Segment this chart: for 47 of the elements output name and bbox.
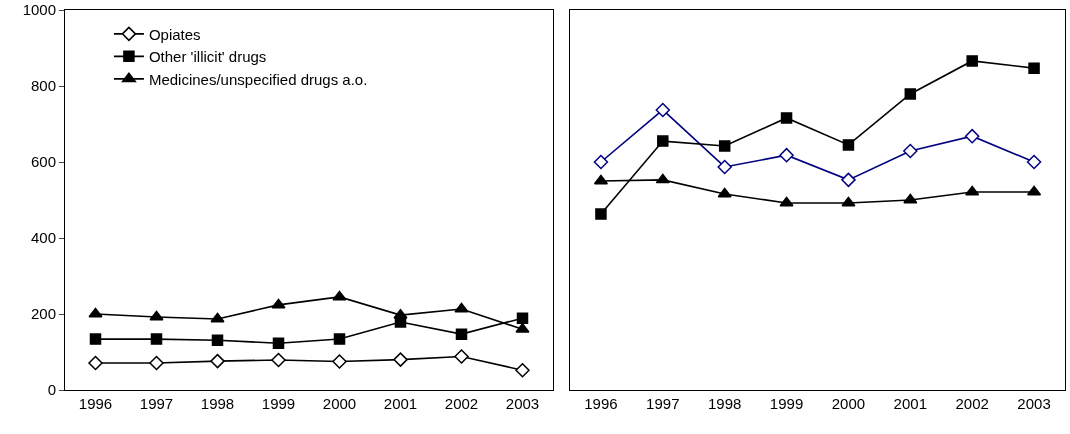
point bbox=[717, 187, 732, 198]
point bbox=[655, 102, 671, 118]
x-tick-label: 1999 bbox=[261, 395, 296, 412]
y-tick-label: 600 bbox=[30, 153, 56, 171]
legend-label: Opiates bbox=[148, 25, 201, 43]
x-tick-label: 2003 bbox=[505, 395, 540, 412]
x-tick-label: 1997 bbox=[139, 395, 174, 412]
y-tick-label: 1000 bbox=[22, 1, 56, 19]
x-tick-label: 2000 bbox=[831, 395, 866, 412]
point bbox=[779, 147, 794, 163]
point bbox=[966, 55, 978, 67]
x-tick-label: 2001 bbox=[383, 395, 418, 412]
point bbox=[780, 112, 793, 124]
x-tick-label: 2002 bbox=[955, 395, 989, 412]
y-tick-label: 800 bbox=[30, 77, 56, 95]
x-tick-label: 2003 bbox=[1017, 395, 1051, 412]
point bbox=[593, 154, 609, 170]
x-tick-label: 1996 bbox=[78, 395, 113, 412]
legend-label: Other 'illicit' drugs bbox=[148, 48, 267, 66]
point bbox=[779, 196, 794, 207]
point bbox=[903, 193, 918, 204]
point bbox=[841, 172, 856, 188]
point bbox=[841, 196, 856, 207]
x-tick-label: 2002 bbox=[444, 395, 479, 412]
legend-label: Medicines/unspecified drugs a.o. bbox=[148, 70, 368, 88]
x-tick-label: 1997 bbox=[646, 395, 680, 412]
x-tick-label: 1996 bbox=[584, 395, 618, 412]
x-tick-label: 1999 bbox=[769, 395, 804, 412]
point bbox=[717, 159, 732, 175]
x-tick-label: 2001 bbox=[893, 395, 927, 412]
point bbox=[1026, 154, 1042, 170]
x-tick-label: 1998 bbox=[708, 395, 742, 412]
x-tick-label: 2000 bbox=[322, 395, 357, 412]
point bbox=[965, 185, 980, 196]
y-tick-label: 200 bbox=[30, 305, 56, 323]
point bbox=[904, 88, 917, 100]
point bbox=[903, 143, 918, 159]
y-tick-label: 0 bbox=[47, 381, 56, 399]
point bbox=[964, 128, 980, 144]
point bbox=[718, 140, 731, 152]
point bbox=[842, 139, 855, 151]
point bbox=[657, 135, 669, 147]
point bbox=[655, 173, 670, 184]
point bbox=[1028, 62, 1040, 74]
point bbox=[595, 208, 607, 220]
y-tick-label: 400 bbox=[30, 229, 56, 247]
x-tick-label: 1998 bbox=[200, 395, 235, 412]
